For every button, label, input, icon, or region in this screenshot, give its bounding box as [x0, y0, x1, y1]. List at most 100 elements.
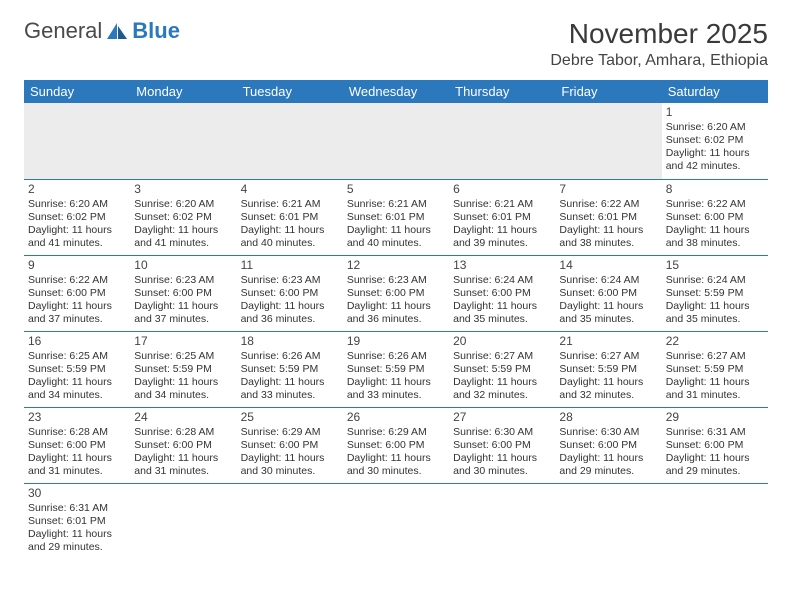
weekday-header: Monday [130, 80, 236, 103]
calendar-day-cell: 18Sunrise: 6:26 AMSunset: 5:59 PMDayligh… [237, 331, 343, 407]
daylight-text: Daylight: 11 hours and 38 minutes. [559, 224, 657, 250]
sunset-text: Sunset: 6:02 PM [666, 134, 764, 147]
daylight-text: Daylight: 11 hours and 37 minutes. [28, 300, 126, 326]
sunset-text: Sunset: 6:00 PM [347, 439, 445, 452]
weekday-header: Tuesday [237, 80, 343, 103]
sunset-text: Sunset: 6:00 PM [241, 287, 339, 300]
sunrise-text: Sunrise: 6:23 AM [347, 274, 445, 287]
logo-sail-icon [106, 22, 128, 40]
calendar-day-cell: 20Sunrise: 6:27 AMSunset: 5:59 PMDayligh… [449, 331, 555, 407]
sunrise-text: Sunrise: 6:22 AM [28, 274, 126, 287]
daylight-text: Daylight: 11 hours and 30 minutes. [347, 452, 445, 478]
daylight-text: Daylight: 11 hours and 33 minutes. [241, 376, 339, 402]
daylight-text: Daylight: 11 hours and 32 minutes. [559, 376, 657, 402]
sunset-text: Sunset: 5:59 PM [666, 363, 764, 376]
sunset-text: Sunset: 5:59 PM [134, 363, 232, 376]
calendar-day-cell [555, 483, 661, 559]
sunrise-text: Sunrise: 6:24 AM [453, 274, 551, 287]
calendar-day-cell: 22Sunrise: 6:27 AMSunset: 5:59 PMDayligh… [662, 331, 768, 407]
daylight-text: Daylight: 11 hours and 34 minutes. [134, 376, 232, 402]
sunset-text: Sunset: 6:00 PM [347, 287, 445, 300]
day-number: 10 [134, 258, 232, 273]
day-number: 9 [28, 258, 126, 273]
sunset-text: Sunset: 5:59 PM [347, 363, 445, 376]
day-number: 25 [241, 410, 339, 425]
daylight-text: Daylight: 11 hours and 31 minutes. [28, 452, 126, 478]
day-number: 29 [666, 410, 764, 425]
sunset-text: Sunset: 6:01 PM [28, 515, 126, 528]
calendar-day-cell: 27Sunrise: 6:30 AMSunset: 6:00 PMDayligh… [449, 407, 555, 483]
calendar-day-cell [449, 103, 555, 179]
calendar-head: SundayMondayTuesdayWednesdayThursdayFrid… [24, 80, 768, 103]
day-number: 15 [666, 258, 764, 273]
daylight-text: Daylight: 11 hours and 35 minutes. [559, 300, 657, 326]
sunrise-text: Sunrise: 6:22 AM [559, 198, 657, 211]
title-block: November 2025 Debre Tabor, Amhara, Ethio… [550, 18, 768, 76]
calendar-day-cell: 8Sunrise: 6:22 AMSunset: 6:00 PMDaylight… [662, 179, 768, 255]
sunrise-text: Sunrise: 6:27 AM [666, 350, 764, 363]
day-number: 1 [666, 105, 764, 120]
day-number: 7 [559, 182, 657, 197]
calendar-day-cell: 17Sunrise: 6:25 AMSunset: 5:59 PMDayligh… [130, 331, 236, 407]
calendar-day-cell [24, 103, 130, 179]
sunrise-text: Sunrise: 6:20 AM [134, 198, 232, 211]
daylight-text: Daylight: 11 hours and 30 minutes. [453, 452, 551, 478]
daylight-text: Daylight: 11 hours and 30 minutes. [241, 452, 339, 478]
day-number: 11 [241, 258, 339, 273]
calendar-day-cell: 26Sunrise: 6:29 AMSunset: 6:00 PMDayligh… [343, 407, 449, 483]
day-number: 28 [559, 410, 657, 425]
weekday-header: Thursday [449, 80, 555, 103]
sunrise-text: Sunrise: 6:30 AM [559, 426, 657, 439]
sunset-text: Sunset: 5:59 PM [28, 363, 126, 376]
calendar-day-cell [343, 103, 449, 179]
calendar-day-cell: 12Sunrise: 6:23 AMSunset: 6:00 PMDayligh… [343, 255, 449, 331]
calendar-day-cell: 11Sunrise: 6:23 AMSunset: 6:00 PMDayligh… [237, 255, 343, 331]
calendar-day-cell [130, 103, 236, 179]
daylight-text: Daylight: 11 hours and 31 minutes. [666, 376, 764, 402]
calendar-week-row: 9Sunrise: 6:22 AM Sunset: 6:00 PM Daylight… [24, 255, 768, 331]
calendar-day-cell: 14Sunrise: 6:24 AMSunset: 6:00 PMDayligh… [555, 255, 661, 331]
sunset-text: Sunset: 6:01 PM [453, 211, 551, 224]
daylight-text: Daylight: 11 hours and 35 minutes. [453, 300, 551, 326]
day-number: 6 [453, 182, 551, 197]
daylight-text: Daylight: 11 hours and 34 minutes. [28, 376, 126, 402]
sunset-text: Sunset: 5:59 PM [241, 363, 339, 376]
sunrise-text: Sunrise: 6:23 AM [241, 274, 339, 287]
daylight-text: Daylight: 11 hours and 38 minutes. [666, 224, 764, 250]
calendar-day-cell: 25Sunrise: 6:29 AMSunset: 6:00 PMDayligh… [237, 407, 343, 483]
calendar-week-row: 16Sunrise: 6:25 AMSunset: 5:59 PMDayligh… [24, 331, 768, 407]
calendar-day-cell: 3Sunrise: 6:20 AMSunset: 6:02 PMDaylight… [130, 179, 236, 255]
sunrise-text: Sunrise: 6:23 AM [134, 274, 232, 287]
calendar-day-cell [449, 483, 555, 559]
sunrise-text: Sunrise: 6:21 AM [241, 198, 339, 211]
daylight-text: Daylight: 11 hours and 37 minutes. [134, 300, 232, 326]
day-number: 14 [559, 258, 657, 273]
sunrise-text: Sunrise: 6:21 AM [453, 198, 551, 211]
day-number: 8 [666, 182, 764, 197]
calendar-day-cell [343, 483, 449, 559]
day-number: 12 [347, 258, 445, 273]
daylight-text: Daylight: 11 hours and 32 minutes. [453, 376, 551, 402]
day-number: 2 [28, 182, 126, 197]
sunrise-text: Sunrise: 6:29 AM [241, 426, 339, 439]
day-number: 23 [28, 410, 126, 425]
sunrise-text: Sunrise: 6:28 AM [28, 426, 126, 439]
calendar-day-cell: 30Sunrise: 6:31 AMSunset: 6:01 PMDayligh… [24, 483, 130, 559]
sunrise-text: Sunrise: 6:21 AM [347, 198, 445, 211]
sunrise-text: Sunrise: 6:27 AM [559, 350, 657, 363]
daylight-text: Daylight: 11 hours and 39 minutes. [453, 224, 551, 250]
calendar-day-cell: 13Sunrise: 6:24 AMSunset: 6:00 PMDayligh… [449, 255, 555, 331]
sunrise-text: Sunrise: 6:20 AM [28, 198, 126, 211]
header-row: General Blue November 2025 Debre Tabor, … [24, 18, 768, 76]
weekday-header: Saturday [662, 80, 768, 103]
sunset-text: Sunset: 6:00 PM [453, 439, 551, 452]
logo-word1: General [24, 18, 102, 44]
weekday-header: Friday [555, 80, 661, 103]
sunset-text: Sunset: 6:02 PM [28, 211, 126, 224]
day-number: 22 [666, 334, 764, 349]
day-number: 20 [453, 334, 551, 349]
calendar-day-cell: 7Sunrise: 6:22 AMSunset: 6:01 PMDaylight… [555, 179, 661, 255]
sunset-text: Sunset: 6:02 PM [134, 211, 232, 224]
sunrise-text: Sunrise: 6:31 AM [666, 426, 764, 439]
calendar-day-cell [662, 483, 768, 559]
